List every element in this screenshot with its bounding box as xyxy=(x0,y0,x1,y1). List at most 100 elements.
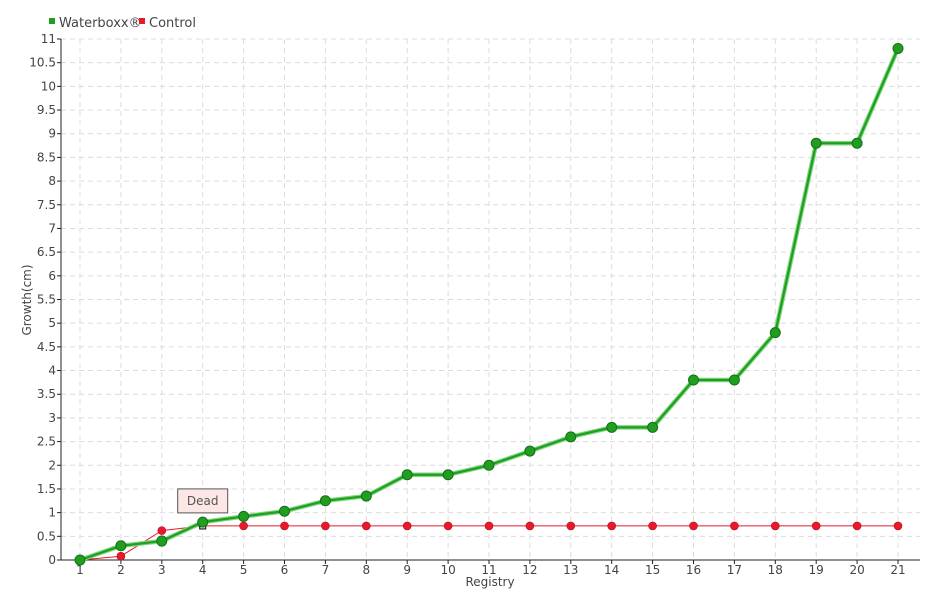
y-tick-label: 9 xyxy=(48,127,56,141)
x-tick-label: 16 xyxy=(686,563,701,577)
point-control xyxy=(157,526,167,535)
y-tick-label: 6 xyxy=(48,269,56,283)
point-control xyxy=(321,521,330,531)
legend-label-waterboxx[interactable]: Waterboxx® xyxy=(59,16,142,31)
x-tick-label: 13 xyxy=(563,563,578,577)
point-control xyxy=(484,521,494,531)
y-tick-label: 5.5 xyxy=(37,293,56,307)
series xyxy=(74,42,904,566)
point-waterboxx xyxy=(483,459,495,471)
x-tick-label: 10 xyxy=(440,563,455,577)
x-tick-label: 12 xyxy=(522,563,537,577)
annotations: Dead xyxy=(177,488,229,514)
point-waterboxx xyxy=(360,490,372,502)
point-control xyxy=(280,521,289,531)
y-tick-label: 5 xyxy=(48,316,56,330)
annotation-dead: Dead xyxy=(177,488,229,514)
legend-label-control[interactable]: Control xyxy=(149,16,196,31)
point-waterboxx xyxy=(892,42,904,54)
point-control xyxy=(525,521,535,531)
annotation-box xyxy=(177,488,229,514)
point-waterboxx xyxy=(688,374,699,386)
point-waterboxx xyxy=(647,421,659,433)
y-tick-label: 10 xyxy=(41,79,56,93)
point-control xyxy=(607,521,617,531)
y-tick-label: 1.5 xyxy=(37,482,56,496)
point-control xyxy=(648,521,657,531)
point-waterboxx xyxy=(238,510,250,522)
y-tick-label: 2.5 xyxy=(37,435,56,449)
legend-swatch-waterboxx xyxy=(49,18,55,24)
x-tick-label: 8 xyxy=(362,563,370,577)
x-axis-title: Registry xyxy=(465,575,514,589)
x-tick-label: 19 xyxy=(809,563,824,577)
y-tick-label: 4 xyxy=(48,364,56,378)
point-waterboxx xyxy=(442,469,454,481)
point-waterboxx xyxy=(74,554,86,566)
y-axis-title: Growth(cm) xyxy=(20,264,34,335)
point-control xyxy=(402,521,412,531)
point-control xyxy=(239,521,248,531)
y-tick-label: 7 xyxy=(48,221,56,235)
grid xyxy=(61,38,920,560)
y-ticks: 0 0.5 1 1.5 2 2.5 3 3.5 4 4.5 5 5.5 6 6.5 7 7.5 8 8.5 9 9.5… xyxy=(29,32,61,567)
x-ticks: 1 2 3 4 5 6 7 8 9 10 11 12 13 14 15 16 17 18 19 20 21 xyxy=(76,560,906,577)
x-tick-label: 14 xyxy=(604,563,619,577)
x-tick-label: 6 xyxy=(281,563,289,577)
point-control xyxy=(730,521,739,531)
y-tick-label: 0 xyxy=(48,553,56,567)
point-control xyxy=(566,521,576,531)
x-tick-label: 20 xyxy=(849,563,864,577)
y-tick-label: 6.5 xyxy=(37,245,56,259)
point-control xyxy=(852,521,862,531)
point-waterboxx xyxy=(728,374,740,386)
point-control xyxy=(116,551,126,561)
x-tick-label: 9 xyxy=(403,563,411,577)
x-tick-label: 18 xyxy=(768,563,783,577)
x-tick-label: 17 xyxy=(727,563,742,577)
point-waterboxx xyxy=(401,469,413,481)
y-tick-label: 4.5 xyxy=(37,340,56,354)
point-waterboxx xyxy=(851,137,863,149)
point-waterboxx xyxy=(606,421,618,433)
y-tick-label: 11 xyxy=(41,32,56,46)
point-control xyxy=(689,521,698,531)
legend-swatch-control xyxy=(139,18,145,24)
point-waterboxx xyxy=(524,445,536,457)
point-control xyxy=(361,521,371,531)
x-tick-label: 1 xyxy=(76,563,84,577)
point-waterboxx xyxy=(115,540,127,552)
y-tick-label: 9.5 xyxy=(37,103,56,117)
x-tick-label: 15 xyxy=(645,563,660,577)
x-tick-label: 7 xyxy=(322,563,330,577)
x-tick-label: 2 xyxy=(117,563,125,577)
y-tick-label: 1 xyxy=(48,506,56,520)
y-tick-label: 10.5 xyxy=(29,56,56,70)
point-control xyxy=(770,521,780,531)
point-waterboxx xyxy=(279,505,290,517)
y-tick-label: 7.5 xyxy=(37,198,56,212)
y-tick-label: 0.5 xyxy=(37,529,56,543)
point-waterboxx xyxy=(197,516,209,528)
x-tick-label: 11 xyxy=(481,563,496,577)
point-waterboxx xyxy=(810,137,822,149)
point-control xyxy=(893,521,903,531)
x-tick-label: 21 xyxy=(890,563,905,577)
point-waterboxx xyxy=(769,327,781,339)
annotation-label: Dead xyxy=(187,494,219,508)
point-control xyxy=(443,521,453,531)
point-waterboxx xyxy=(565,431,577,443)
y-tick-label: 2 xyxy=(48,458,56,472)
point-waterboxx xyxy=(319,495,331,507)
x-tick-label: 3 xyxy=(158,563,166,577)
y-tick-label: 3.5 xyxy=(37,387,56,401)
x-tick-label: 4 xyxy=(199,563,207,577)
y-tick-label: 8 xyxy=(48,174,56,188)
x-tick-label: 5 xyxy=(240,563,248,577)
legend: Waterboxx® Control xyxy=(49,16,196,31)
point-control xyxy=(811,521,821,531)
y-tick-label: 3 xyxy=(48,411,56,425)
y-tick-label: 8.5 xyxy=(37,150,56,164)
point-waterboxx xyxy=(156,535,168,547)
